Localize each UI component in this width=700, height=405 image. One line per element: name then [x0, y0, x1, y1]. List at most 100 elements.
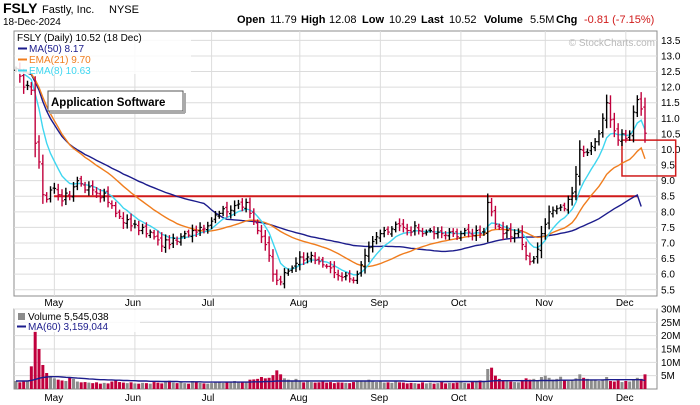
volume-bar — [202, 383, 206, 389]
volume-bar — [298, 381, 302, 389]
volume-bar — [183, 383, 187, 389]
volume-bar — [363, 381, 367, 389]
volume-bar — [375, 382, 379, 389]
price-bar — [217, 210, 222, 219]
volume-bar — [171, 382, 175, 389]
price-bar — [478, 225, 482, 239]
volume-bar — [474, 381, 478, 389]
volume-bar — [340, 382, 344, 389]
price-bar — [535, 242, 540, 264]
month-label-bottom: Jul — [202, 393, 215, 404]
price-bar — [393, 221, 398, 233]
volume-bar — [352, 382, 356, 389]
volume-bar — [144, 383, 148, 389]
volume-bar — [229, 381, 233, 389]
price-bar — [462, 228, 467, 237]
volume-bar — [348, 383, 352, 389]
volume-legend-label: Volume 5,545,038 — [28, 312, 109, 323]
last-value: 10.52 — [449, 14, 477, 26]
price-bar — [263, 229, 268, 251]
volume-bar — [68, 377, 72, 389]
volume-bar — [64, 381, 68, 389]
price-bar — [267, 236, 271, 262]
volume-bar — [520, 379, 524, 389]
volume-bar — [386, 382, 390, 389]
annotation-shadow — [183, 93, 186, 113]
price-bar — [420, 227, 425, 237]
price-bar — [113, 201, 118, 218]
ema21-line — [15, 67, 646, 268]
month-label-bottom: Oct — [451, 393, 467, 404]
price-bar — [121, 212, 126, 229]
volume-bar — [532, 378, 536, 389]
price-bar — [221, 205, 225, 217]
price-bar — [524, 241, 528, 261]
price-bar — [351, 277, 356, 284]
volume-bar — [114, 379, 118, 389]
price-bar — [558, 204, 563, 212]
volume-bar — [233, 381, 237, 389]
price-tick-label: 6.5 — [661, 254, 675, 265]
volume-bar — [194, 381, 198, 389]
volume-tick-label: 15M — [661, 345, 680, 356]
change-value: -0.81 (-7.15%) — [584, 14, 654, 26]
volume-bar — [118, 382, 122, 389]
volume-bar — [459, 381, 463, 389]
price-bar — [90, 180, 95, 196]
volume-bar — [635, 377, 639, 389]
volume-bar — [643, 374, 647, 389]
price-bar — [79, 175, 84, 187]
price-bar — [459, 230, 463, 241]
volume-bar — [160, 383, 164, 389]
price-bar — [136, 220, 141, 236]
price-bar — [409, 226, 413, 237]
price-bar — [577, 140, 582, 186]
price-bar — [301, 252, 306, 265]
month-label-bottom: Jun — [125, 393, 141, 404]
volume-bar — [225, 382, 229, 389]
volume-bar — [133, 383, 137, 389]
price-bar — [29, 82, 34, 95]
price-bar — [94, 187, 99, 198]
volume-legend-swatch — [18, 313, 25, 320]
volume-bar — [578, 374, 582, 389]
volume-tick-label: 20M — [661, 331, 680, 342]
volume-bar — [321, 381, 325, 389]
price-bar — [401, 219, 406, 233]
volume-bar — [371, 381, 375, 389]
price-bar — [497, 223, 502, 230]
volume-bar — [102, 382, 106, 389]
volume-bar — [597, 381, 601, 389]
price-bar — [604, 94, 609, 129]
price-bars — [14, 62, 647, 289]
month-label: Jul — [202, 298, 215, 309]
volume-tick-label: 25M — [661, 318, 680, 329]
price-bar — [566, 195, 571, 214]
volume-bar — [470, 382, 474, 389]
price-bar — [374, 232, 379, 245]
price-bar — [64, 187, 68, 206]
volume-bar — [325, 382, 329, 389]
vol_ma-legend-label: MA(60) 3,159,044 — [28, 322, 108, 333]
volume-bar — [271, 375, 275, 389]
price-bar — [639, 92, 643, 116]
volume-bar — [26, 380, 30, 389]
price-bar — [87, 181, 91, 196]
price-bar — [52, 182, 57, 194]
price-bar — [282, 268, 287, 289]
price-bar — [439, 226, 444, 239]
price-bar — [25, 80, 30, 91]
volume-bar — [275, 370, 279, 389]
volume-bar — [286, 379, 290, 389]
volume-bar — [56, 379, 60, 389]
volume-bar — [432, 383, 436, 389]
volume-bar — [401, 382, 405, 389]
volume-bar — [394, 381, 398, 389]
volume-bar — [190, 381, 194, 389]
price-tick-label: 13.0 — [661, 51, 681, 62]
volume-tick-label: 10M — [661, 358, 680, 369]
low-label: Low — [362, 14, 384, 26]
volume-bar — [478, 380, 482, 389]
ema8-legend-label: EMA(8) 10.63 — [29, 66, 91, 77]
price-bar — [601, 113, 605, 138]
